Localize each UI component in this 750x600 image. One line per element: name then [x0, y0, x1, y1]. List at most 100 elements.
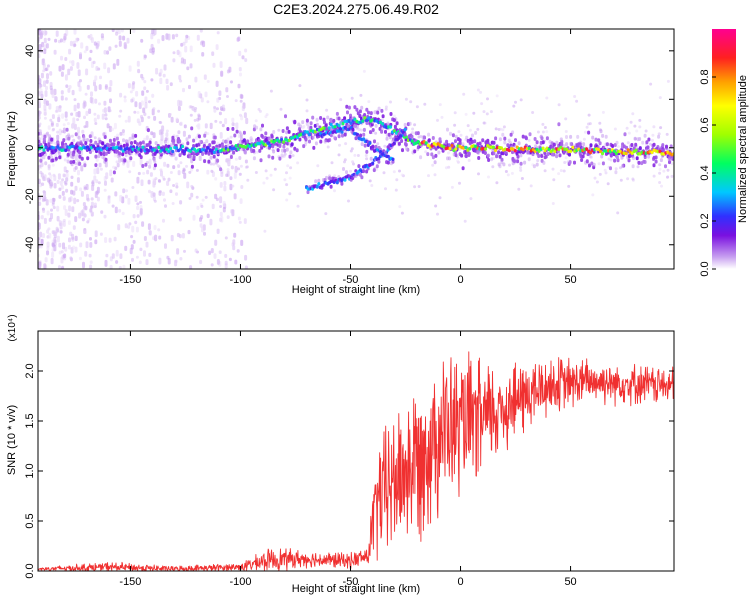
heatmap-cell — [53, 182, 57, 189]
heatmap-cell — [94, 163, 98, 168]
heatmap-cell — [225, 173, 229, 177]
heatmap-cell — [147, 149, 151, 153]
heatmap-cell — [571, 145, 575, 150]
heatmap-cell — [124, 194, 128, 199]
heatmap-cell — [216, 259, 220, 265]
heatmap-cell — [536, 159, 540, 163]
heatmap-cell — [63, 180, 67, 184]
heatmap-cell — [547, 147, 551, 152]
heatmap-cell — [344, 142, 348, 146]
heatmap-cell — [552, 142, 556, 147]
heatmap-cell — [151, 93, 155, 98]
heatmap-cell — [319, 139, 323, 144]
colorbar-tick-label: 0.0 — [699, 261, 711, 276]
heatmap-cell — [601, 133, 605, 138]
heatmap-cell — [143, 236, 147, 241]
heatmap-cell — [50, 257, 54, 265]
heatmap-cell — [65, 84, 69, 88]
heatmap-cell — [411, 127, 415, 131]
heatmap-cell — [90, 91, 93, 97]
heatmap-cell — [215, 44, 219, 50]
heatmap-cell — [56, 235, 60, 243]
heatmap-cell — [51, 114, 55, 119]
heatmap-cell — [52, 146, 56, 150]
heatmap-cell — [104, 117, 108, 121]
heatmap-cell — [112, 170, 116, 175]
heatmap-cell — [497, 150, 501, 155]
heatmap-cell — [597, 138, 601, 143]
heatmap-cell — [109, 264, 113, 269]
heatmap-cell — [158, 235, 162, 240]
heatmap-cell — [244, 254, 248, 261]
heatmap-cell — [219, 205, 223, 208]
heatmap-cell — [62, 242, 65, 250]
heatmap-cell — [89, 49, 93, 54]
heatmap-cell — [145, 241, 149, 248]
heatmap-cell — [48, 232, 52, 239]
heatmap-cell — [207, 159, 211, 164]
heatmap-cell — [631, 112, 635, 116]
heatmap-cell — [42, 209, 46, 214]
heatmap-cell — [345, 170, 348, 175]
heatmap-cell — [123, 95, 127, 99]
heatmap-cell — [55, 226, 59, 234]
heatmap-cell — [416, 131, 420, 136]
heatmap-cell — [260, 140, 264, 144]
heatmap-cell — [635, 156, 639, 161]
heatmap-cell — [543, 148, 547, 153]
heatmap-cell — [240, 239, 244, 246]
heatmap-cell — [56, 215, 60, 222]
heatmap-cell — [132, 29, 136, 33]
heatmap-cell — [274, 146, 278, 150]
x-tick-label: 0 — [457, 274, 463, 286]
heatmap-cell — [235, 122, 239, 130]
heatmap-cell — [108, 86, 112, 93]
heatmap-cell — [590, 161, 594, 166]
heatmap-cell — [245, 165, 249, 169]
heatmap-cell — [492, 145, 495, 149]
heatmap-cell — [376, 142, 380, 146]
heatmap-cell — [71, 60, 75, 67]
heatmap-cell — [666, 79, 670, 83]
heatmap-cell — [98, 162, 102, 168]
heatmap-cell — [117, 224, 121, 231]
heatmap-cell — [581, 154, 585, 159]
heatmap-cell — [163, 161, 167, 167]
heatmap-cell — [465, 135, 469, 140]
heatmap-cell — [375, 167, 379, 171]
heatmap-cell — [116, 58, 120, 66]
heatmap-cell — [140, 114, 143, 119]
heatmap-cell — [135, 90, 139, 97]
heatmap-cell — [545, 130, 549, 134]
heatmap-cell — [59, 180, 63, 186]
heatmap-cell — [108, 237, 112, 243]
heatmap-cell — [130, 235, 134, 239]
heatmap-cell — [236, 147, 240, 151]
heatmap-cell — [652, 174, 656, 178]
heatmap-cell — [43, 111, 47, 116]
heatmap-cell — [103, 62, 107, 70]
heatmap-cell — [79, 242, 83, 248]
heatmap-cell — [93, 202, 97, 208]
heatmap-cell — [41, 182, 45, 186]
heatmap-cell — [164, 144, 168, 149]
heatmap-cell — [114, 191, 118, 197]
heatmap-cell — [183, 172, 187, 179]
heatmap-cell — [39, 32, 43, 40]
heatmap-cell — [86, 138, 89, 142]
heatmap-cell — [77, 135, 81, 140]
heatmap-cell — [384, 105, 388, 109]
heatmap-cell — [287, 129, 291, 134]
heatmap-cell — [41, 43, 45, 47]
heatmap-cell — [137, 68, 141, 74]
heatmap-cell — [58, 105, 62, 109]
heatmap-cell — [267, 154, 271, 159]
heatmap-cell — [345, 104, 349, 109]
heatmap-cell — [177, 130, 181, 135]
heatmap-cell — [38, 164, 42, 168]
heatmap-cell — [71, 152, 75, 157]
heatmap-cell — [79, 187, 83, 192]
heatmap-cell — [273, 167, 277, 171]
heatmap-cell — [625, 126, 629, 130]
heatmap-cell — [93, 112, 97, 116]
